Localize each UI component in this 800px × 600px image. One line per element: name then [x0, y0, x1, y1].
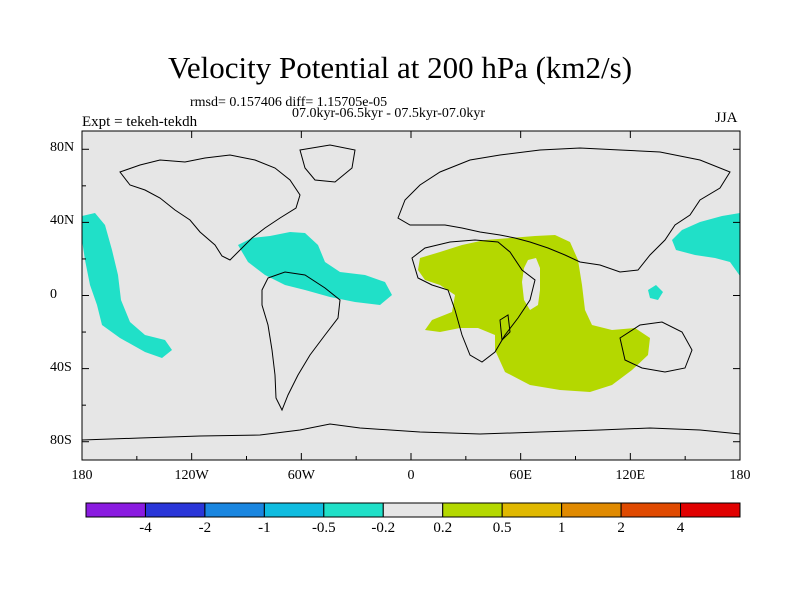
coast-africa [411, 239, 536, 363]
coast-north-america [119, 154, 301, 261]
x-tick-label: 180 [729, 468, 751, 483]
coastlines [82, 144, 740, 441]
negative-region-caribbean-atlantic [238, 232, 392, 305]
x-tick-label: 120W [174, 468, 209, 483]
negative-region-indonesia [648, 285, 663, 300]
coast-antarctica [82, 423, 740, 441]
period-line: 07.0kyr-06.5kyr - 07.5kyr-07.0kyr [292, 106, 486, 121]
colorbar-swatch [501, 502, 563, 518]
positive-region-africa-indian-ocean [418, 235, 650, 392]
axis-ticks [81, 131, 741, 460]
colorbar-label: -0.2 [371, 520, 396, 536]
colorbar-swatch [620, 502, 682, 518]
colorbar-swatch [680, 502, 741, 518]
coast-eurasia [397, 147, 731, 273]
x-tick-label: 0 [407, 468, 415, 483]
y-tick-label: 0 [50, 286, 57, 302]
colorbar-label: -4 [139, 520, 152, 536]
colorbar-swatch [442, 502, 503, 518]
y-tick-label: 80N [50, 140, 75, 156]
colorbar-swatch [263, 502, 325, 518]
y-tick-label: 80S [50, 432, 72, 448]
map-background [82, 131, 740, 460]
x-tick-label: 60E [509, 468, 532, 483]
x-tick-label: 120E [615, 468, 646, 483]
colorbar-swatch [204, 502, 265, 518]
season-label: JJA [715, 110, 738, 126]
colorbar-swatch [382, 502, 444, 518]
negative-region-east-pacific [82, 213, 172, 358]
colorbar-label: 0.5 [492, 520, 512, 536]
colorbar-swatch [144, 502, 206, 518]
negative-region-west-pacific [672, 213, 740, 276]
colorbar-label: 4 [676, 520, 685, 536]
colorbar-label: -0.5 [311, 520, 336, 536]
coast-greenland [299, 144, 356, 183]
colorbar-label: -2 [198, 520, 212, 536]
map-content [82, 144, 740, 441]
colorbar [85, 502, 741, 518]
colorbar-label: 2 [617, 520, 625, 536]
colorbar-label: -1 [258, 520, 271, 536]
y-tick-label: 40N [50, 213, 75, 229]
coast-south-america [261, 271, 341, 412]
coast-australia [619, 321, 693, 373]
y-tick-label: 40S [50, 359, 72, 375]
stats-line: rmsd= 0.157406 diff= 1.15705e-05 [190, 95, 388, 110]
colorbar-swatch [323, 502, 384, 518]
experiment-label: Expt = tekeh-tekdh [82, 114, 198, 130]
x-tick-label: 180 [71, 468, 93, 483]
colorbar-swatch [561, 502, 622, 518]
x-tick-label: 60W [287, 468, 315, 483]
colorbar-label: 1 [557, 520, 566, 536]
colorbar-label: 0.2 [433, 520, 453, 536]
colorbar-swatch [85, 502, 146, 518]
coast-madagascar [499, 314, 511, 342]
map-title: Velocity Potential at 200 hPa (km2/s) [167, 50, 633, 85]
